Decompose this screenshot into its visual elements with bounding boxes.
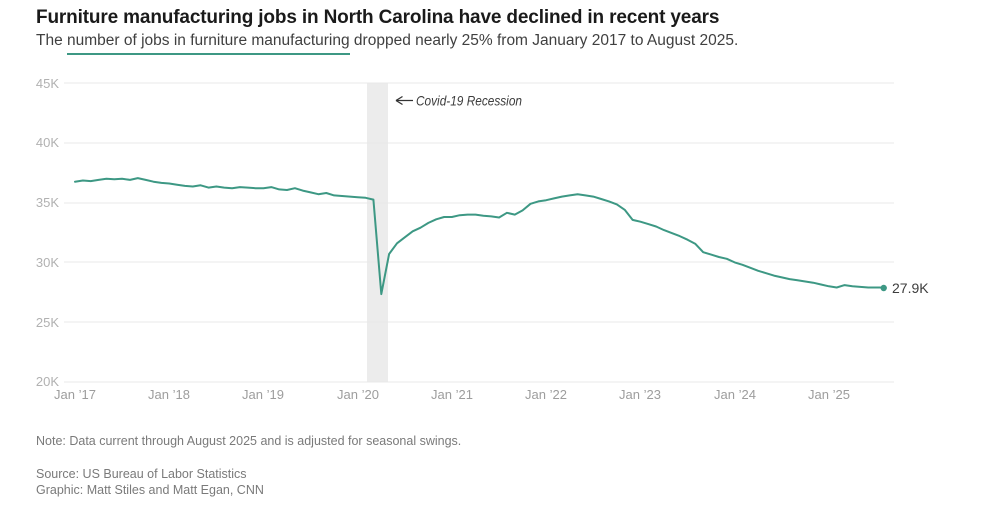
svg-text:Jan ’21: Jan ’21	[431, 387, 473, 402]
svg-text:Jan ’17: Jan ’17	[54, 387, 96, 402]
svg-text:20K: 20K	[36, 374, 59, 389]
svg-text:Jan ’25: Jan ’25	[808, 387, 850, 402]
svg-text:Jan ’19: Jan ’19	[242, 387, 284, 402]
svg-text:25K: 25K	[36, 315, 59, 330]
svg-text:Jan ’18: Jan ’18	[148, 387, 190, 402]
svg-text:35K: 35K	[36, 195, 59, 210]
svg-text:Covid-19 Recession: Covid-19 Recession	[416, 93, 522, 109]
svg-text:27.9K: 27.9K	[892, 280, 929, 296]
svg-text:Jan ’22: Jan ’22	[525, 387, 567, 402]
svg-text:Jan ’24: Jan ’24	[714, 387, 756, 402]
svg-text:40K: 40K	[36, 135, 59, 150]
svg-text:45K: 45K	[36, 76, 59, 91]
svg-text:Jan ’23: Jan ’23	[619, 387, 661, 402]
svg-text:30K: 30K	[36, 255, 59, 270]
svg-text:Jan ’20: Jan ’20	[337, 387, 379, 402]
